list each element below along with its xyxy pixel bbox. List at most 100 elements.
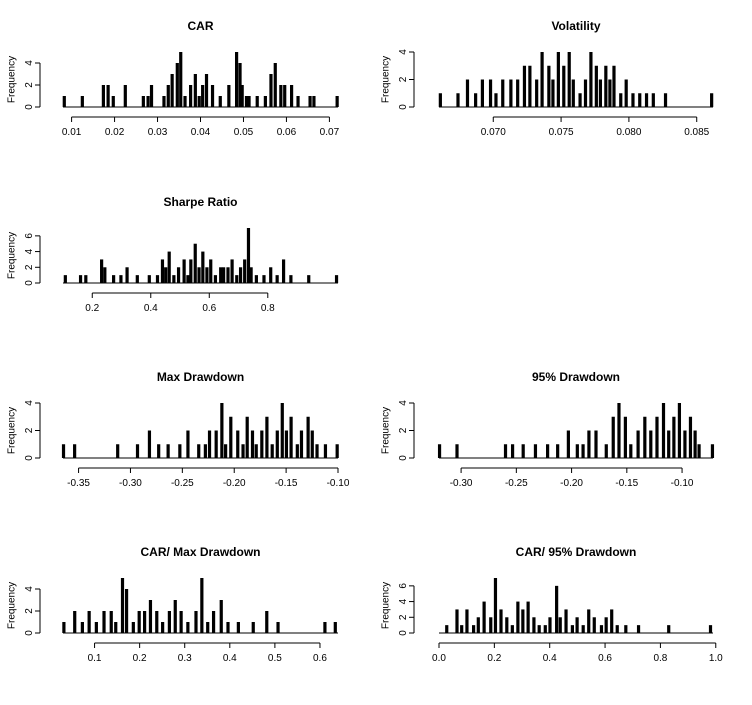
x-tick-label: -0.30 <box>450 478 473 489</box>
histogram-bar <box>62 96 66 107</box>
histogram-bar <box>604 444 608 458</box>
histogram-bar <box>149 85 154 107</box>
histogram-bar <box>116 444 120 458</box>
histogram-bar <box>583 79 588 107</box>
y-tick-label: 0 <box>24 630 35 636</box>
histogram-bar <box>230 259 234 283</box>
x-tick-label: 0.2 <box>85 303 99 314</box>
histogram-bar <box>556 52 560 107</box>
histogram-bar <box>281 259 286 283</box>
histogram-bar <box>505 617 509 633</box>
histogram-bar <box>631 93 635 107</box>
y-tick-label: 4 <box>398 598 409 604</box>
y-tick-label: 2 <box>24 608 35 614</box>
histogram-bar <box>260 430 264 458</box>
histogram-bar <box>101 85 105 107</box>
histogram-bar <box>535 79 539 107</box>
histogram-bar <box>254 444 258 458</box>
histogram-bar <box>307 275 311 283</box>
histogram-bar <box>205 267 209 283</box>
x-tick-label: -0.20 <box>223 478 246 489</box>
histogram-bar <box>636 625 641 633</box>
histogram-bar <box>160 259 165 283</box>
histogram-bar <box>204 74 209 107</box>
histogram-bar <box>241 444 245 458</box>
y-tick-label: 2 <box>398 614 409 620</box>
histogram-bar <box>219 600 223 633</box>
histogram-bar <box>575 617 579 633</box>
x-tick-label: -0.15 <box>615 478 638 489</box>
histogram-bar <box>516 601 520 633</box>
histogram-bar <box>693 430 697 458</box>
y-tick-label: 6 <box>398 583 409 589</box>
histogram-bar <box>667 625 671 633</box>
histogram-bar <box>214 430 218 458</box>
histogram-bar <box>106 85 110 107</box>
x-tick-label: 0.06 <box>277 127 297 138</box>
histogram-bar <box>87 611 91 633</box>
histogram-bar <box>155 611 159 633</box>
x-tick-label: -0.35 <box>67 478 90 489</box>
histogram-bar <box>555 585 559 633</box>
y-tick-label: 4 <box>24 400 35 406</box>
x-tick-label: 0.1 <box>88 653 102 664</box>
histogram-bar <box>100 259 104 283</box>
histogram-bar <box>558 617 562 633</box>
histogram-bar <box>213 275 218 283</box>
y-axis-label: Frequency <box>381 56 392 103</box>
x-tick-label: -0.30 <box>119 478 142 489</box>
histogram-bar <box>176 267 181 283</box>
histogram-bar <box>161 622 165 633</box>
histogram-bar <box>207 430 212 458</box>
histogram-bar <box>246 228 251 283</box>
histogram-bar <box>255 96 259 107</box>
histogram-bar <box>587 609 591 633</box>
histogram-bar <box>289 85 294 107</box>
histogram-bar <box>537 625 541 633</box>
histogram-bar <box>201 251 205 283</box>
histogram-bar <box>672 416 676 458</box>
histogram-bar <box>480 79 485 107</box>
histogram-bar <box>697 444 701 458</box>
x-tick-label: 0.2 <box>487 653 501 664</box>
y-tick-label: 0 <box>398 104 409 110</box>
y-axis-label: Frequency <box>7 407 18 454</box>
histogram-bar <box>155 275 160 283</box>
histogram-bar <box>438 93 442 107</box>
histogram-bar <box>571 79 575 107</box>
histogram-bar <box>283 85 287 107</box>
histogram-bar <box>80 96 84 107</box>
histogram-bar <box>162 96 166 107</box>
histogram-bar <box>182 259 186 283</box>
histogram-bar <box>599 625 604 633</box>
histogram-bar <box>251 622 255 633</box>
histogram-bar <box>649 430 653 458</box>
histogram-bar <box>532 617 536 633</box>
histogram-bar <box>166 444 170 458</box>
histogram-bar <box>243 259 247 283</box>
histogram-bar <box>476 617 480 633</box>
x-tick-label: -0.25 <box>171 478 194 489</box>
histogram-bar <box>244 96 249 107</box>
histogram-bar <box>526 601 530 633</box>
histogram-bar <box>540 52 544 107</box>
x-tick-label: 0.07 <box>320 127 340 138</box>
histogram-bar <box>655 416 659 458</box>
histogram-bar <box>551 79 555 107</box>
histogram-bar <box>611 416 615 458</box>
histogram-bar <box>323 622 327 633</box>
histogram-bar <box>236 430 240 458</box>
histogram-bar <box>166 85 170 107</box>
x-tick-label: 0.03 <box>148 127 168 138</box>
histogram-bar <box>587 430 591 458</box>
histogram-bar <box>289 275 293 283</box>
histogram-bar <box>206 622 210 633</box>
y-axis-label: Frequency <box>381 407 392 454</box>
histogram-bar <box>566 430 570 458</box>
histogram-bar <box>548 617 552 633</box>
histogram-bar <box>503 444 508 458</box>
histogram-bar <box>651 93 655 107</box>
y-tick-label: 2 <box>24 264 35 270</box>
histogram-bar <box>279 85 283 107</box>
histogram-bar <box>335 96 339 107</box>
